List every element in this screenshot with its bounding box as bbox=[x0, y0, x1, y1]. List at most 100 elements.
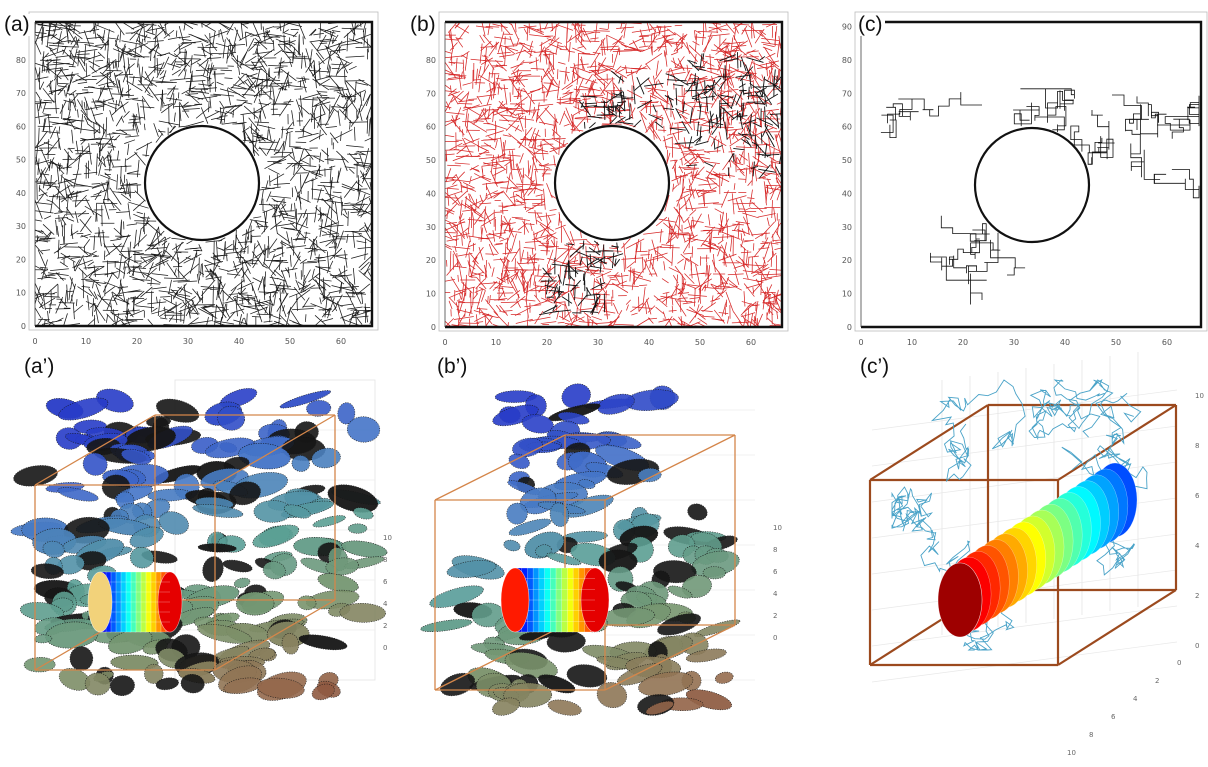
disk bbox=[202, 556, 224, 582]
fiber-segment bbox=[691, 170, 693, 180]
fiber-segment bbox=[274, 222, 295, 227]
fiber-segment bbox=[630, 302, 644, 313]
fiber-segment bbox=[751, 167, 768, 176]
fiber-segment bbox=[349, 298, 359, 316]
fiber-segment bbox=[282, 29, 289, 34]
fiber-segment bbox=[151, 273, 169, 276]
fiber-segment bbox=[167, 292, 185, 302]
fiber-segment bbox=[96, 100, 118, 110]
fiber-segment bbox=[610, 70, 625, 82]
fiber-segment bbox=[444, 219, 458, 227]
fiber-segment bbox=[278, 314, 291, 326]
fiber-segment bbox=[297, 281, 306, 288]
fiber-segment bbox=[272, 86, 276, 105]
fiber-segment bbox=[344, 82, 353, 102]
fiber-segment bbox=[190, 58, 202, 66]
fiber-segment bbox=[181, 38, 192, 41]
fiber-segment bbox=[177, 257, 180, 267]
fiber-segment bbox=[360, 93, 371, 113]
x-tick-label: 0 bbox=[858, 338, 863, 347]
fiber-segment bbox=[778, 35, 781, 49]
fiber-segment bbox=[543, 51, 555, 70]
disk bbox=[685, 689, 732, 711]
fiber-segment bbox=[562, 91, 572, 95]
fiber-segment bbox=[81, 279, 99, 281]
bounding-box bbox=[34, 414, 336, 671]
fiber-segment bbox=[205, 240, 223, 243]
fiber-segment bbox=[79, 218, 92, 233]
fiber-segment bbox=[669, 127, 686, 131]
axes-frame bbox=[28, 11, 379, 331]
fiber-segment bbox=[497, 290, 505, 301]
fiber-segment bbox=[764, 79, 781, 89]
fiber-segment bbox=[132, 270, 149, 274]
fiber-segment bbox=[63, 313, 68, 327]
fiber-segment bbox=[66, 108, 71, 126]
fiber-segment bbox=[111, 93, 131, 96]
fiber-segment bbox=[751, 160, 760, 173]
fiber-segment bbox=[666, 28, 677, 36]
fiber-segment bbox=[212, 31, 216, 47]
fiber-segment bbox=[759, 90, 763, 98]
fiber-segment bbox=[718, 312, 729, 314]
fiber-segment bbox=[200, 107, 209, 124]
fiber-segment bbox=[204, 259, 221, 268]
fiber-segment bbox=[356, 181, 363, 188]
fiber-segment bbox=[164, 311, 183, 315]
fiber-segment bbox=[476, 277, 487, 290]
disk bbox=[637, 467, 662, 483]
fiber-segment bbox=[529, 59, 540, 65]
fiber-segment bbox=[242, 114, 245, 130]
fiber-segment bbox=[34, 31, 47, 34]
fiber-segment bbox=[649, 253, 652, 269]
fiber-segment bbox=[555, 224, 566, 230]
fiber-segment bbox=[754, 164, 769, 169]
fiber-segment bbox=[494, 159, 498, 182]
fiber-segment bbox=[251, 66, 264, 69]
fiber-segment bbox=[623, 49, 646, 51]
fiber-segment bbox=[523, 247, 535, 249]
fiber-segment bbox=[456, 145, 467, 155]
fiber-segment bbox=[146, 222, 163, 236]
fiber-segment bbox=[311, 168, 333, 172]
fiber-segment bbox=[697, 109, 710, 114]
fiber-segment bbox=[472, 218, 475, 238]
fiber-segment bbox=[110, 60, 119, 63]
fiber-segment bbox=[261, 225, 269, 235]
fiber-segment bbox=[741, 133, 755, 136]
fiber-segment bbox=[216, 247, 224, 251]
fiber-segment bbox=[348, 310, 360, 321]
fiber-segment bbox=[468, 98, 478, 100]
fiber-segment bbox=[459, 213, 463, 221]
fiber-segment bbox=[60, 173, 63, 184]
fiber-segment bbox=[238, 294, 253, 297]
fiber-segment bbox=[455, 24, 470, 34]
fiber-segment bbox=[358, 283, 371, 294]
fiber-segment bbox=[269, 175, 271, 187]
fiber-segment bbox=[591, 303, 606, 309]
fiber-segment bbox=[76, 41, 94, 44]
fiber-segment bbox=[469, 235, 471, 243]
fiber-segment bbox=[68, 288, 71, 301]
fiber-segment bbox=[478, 156, 501, 160]
fiber-segment bbox=[690, 238, 698, 243]
fiber-segment bbox=[509, 104, 521, 117]
fiber-segment bbox=[647, 305, 656, 313]
fiber-segment bbox=[721, 45, 730, 50]
fiber-segment bbox=[735, 146, 757, 149]
fiber-segment bbox=[597, 301, 606, 315]
fiber-segment bbox=[114, 21, 125, 36]
fiber-segment bbox=[242, 80, 257, 98]
fiber-segment bbox=[314, 248, 327, 251]
fiber-segment bbox=[471, 212, 474, 219]
fiber-segment bbox=[681, 120, 690, 134]
fiber-segment bbox=[764, 93, 773, 105]
fiber-segment bbox=[362, 309, 373, 313]
fiber-segment bbox=[284, 79, 289, 91]
fiber-segment bbox=[535, 232, 538, 240]
fiber-segment bbox=[339, 273, 355, 291]
fiber-segment bbox=[291, 237, 293, 248]
fiber-segment bbox=[583, 312, 592, 319]
fiber-segment bbox=[564, 244, 575, 250]
fiber-segment bbox=[770, 186, 777, 201]
